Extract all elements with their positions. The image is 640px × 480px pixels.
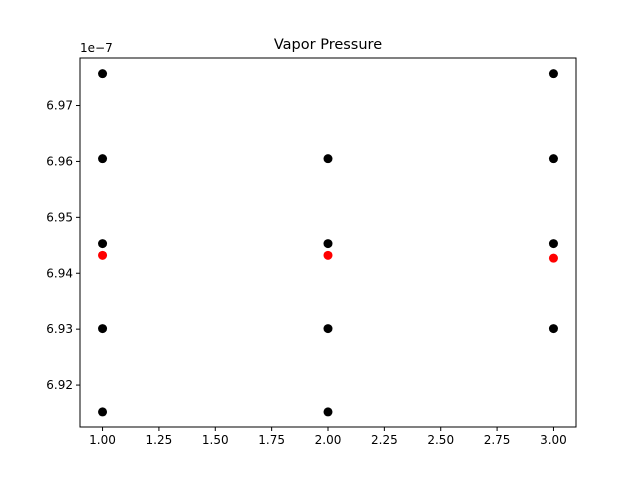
data-point-series-1 [548, 154, 558, 164]
y-tick-label: 6.96 [46, 154, 73, 168]
y-tick-label: 6.97 [46, 99, 73, 113]
data-point-series-1 [98, 407, 108, 417]
data-point-series-1 [548, 69, 558, 79]
y-offset-label: 1e−7 [80, 41, 113, 55]
y-axis: 6.92 6.93 6.94 6.95 6.96 6.97 [46, 99, 80, 392]
x-tick-label: 2.00 [315, 433, 342, 447]
x-tick-label: 2.75 [484, 433, 511, 447]
x-tick-label: 2.50 [427, 433, 454, 447]
x-tick-label: 1.75 [258, 433, 285, 447]
data-point-series-1 [98, 154, 108, 164]
data-point-series-2 [323, 250, 333, 260]
data-point-series-1 [323, 407, 333, 417]
data-point-series-1 [323, 154, 333, 164]
y-tick-label: 6.92 [46, 378, 73, 392]
data-point-series-1 [98, 324, 108, 334]
plot-area-frame [79, 57, 577, 428]
y-tick-label: 6.94 [46, 266, 73, 280]
data-point-series-1 [548, 239, 558, 249]
data-point-series-2 [548, 253, 558, 263]
data-point-series-1 [98, 239, 108, 249]
data-points [98, 69, 558, 417]
x-tick-label: 1.00 [89, 433, 116, 447]
data-point-series-1 [323, 239, 333, 249]
x-axis: 1.00 1.25 1.50 1.75 2.00 2.25 2.50 2.75 3.00 [89, 427, 567, 447]
x-tick-label: 2.25 [371, 433, 398, 447]
data-point-series-1 [323, 324, 333, 334]
x-tick-label: 1.50 [202, 433, 229, 447]
y-tick-label: 6.93 [46, 322, 73, 336]
y-tick-label: 6.95 [46, 210, 73, 224]
data-point-series-1 [548, 324, 558, 334]
data-point-series-2 [98, 250, 108, 260]
x-tick-label: 3.00 [540, 433, 567, 447]
chart-title: Vapor Pressure [274, 37, 382, 53]
data-point-series-1 [98, 69, 108, 79]
x-tick-label: 1.25 [146, 433, 173, 447]
